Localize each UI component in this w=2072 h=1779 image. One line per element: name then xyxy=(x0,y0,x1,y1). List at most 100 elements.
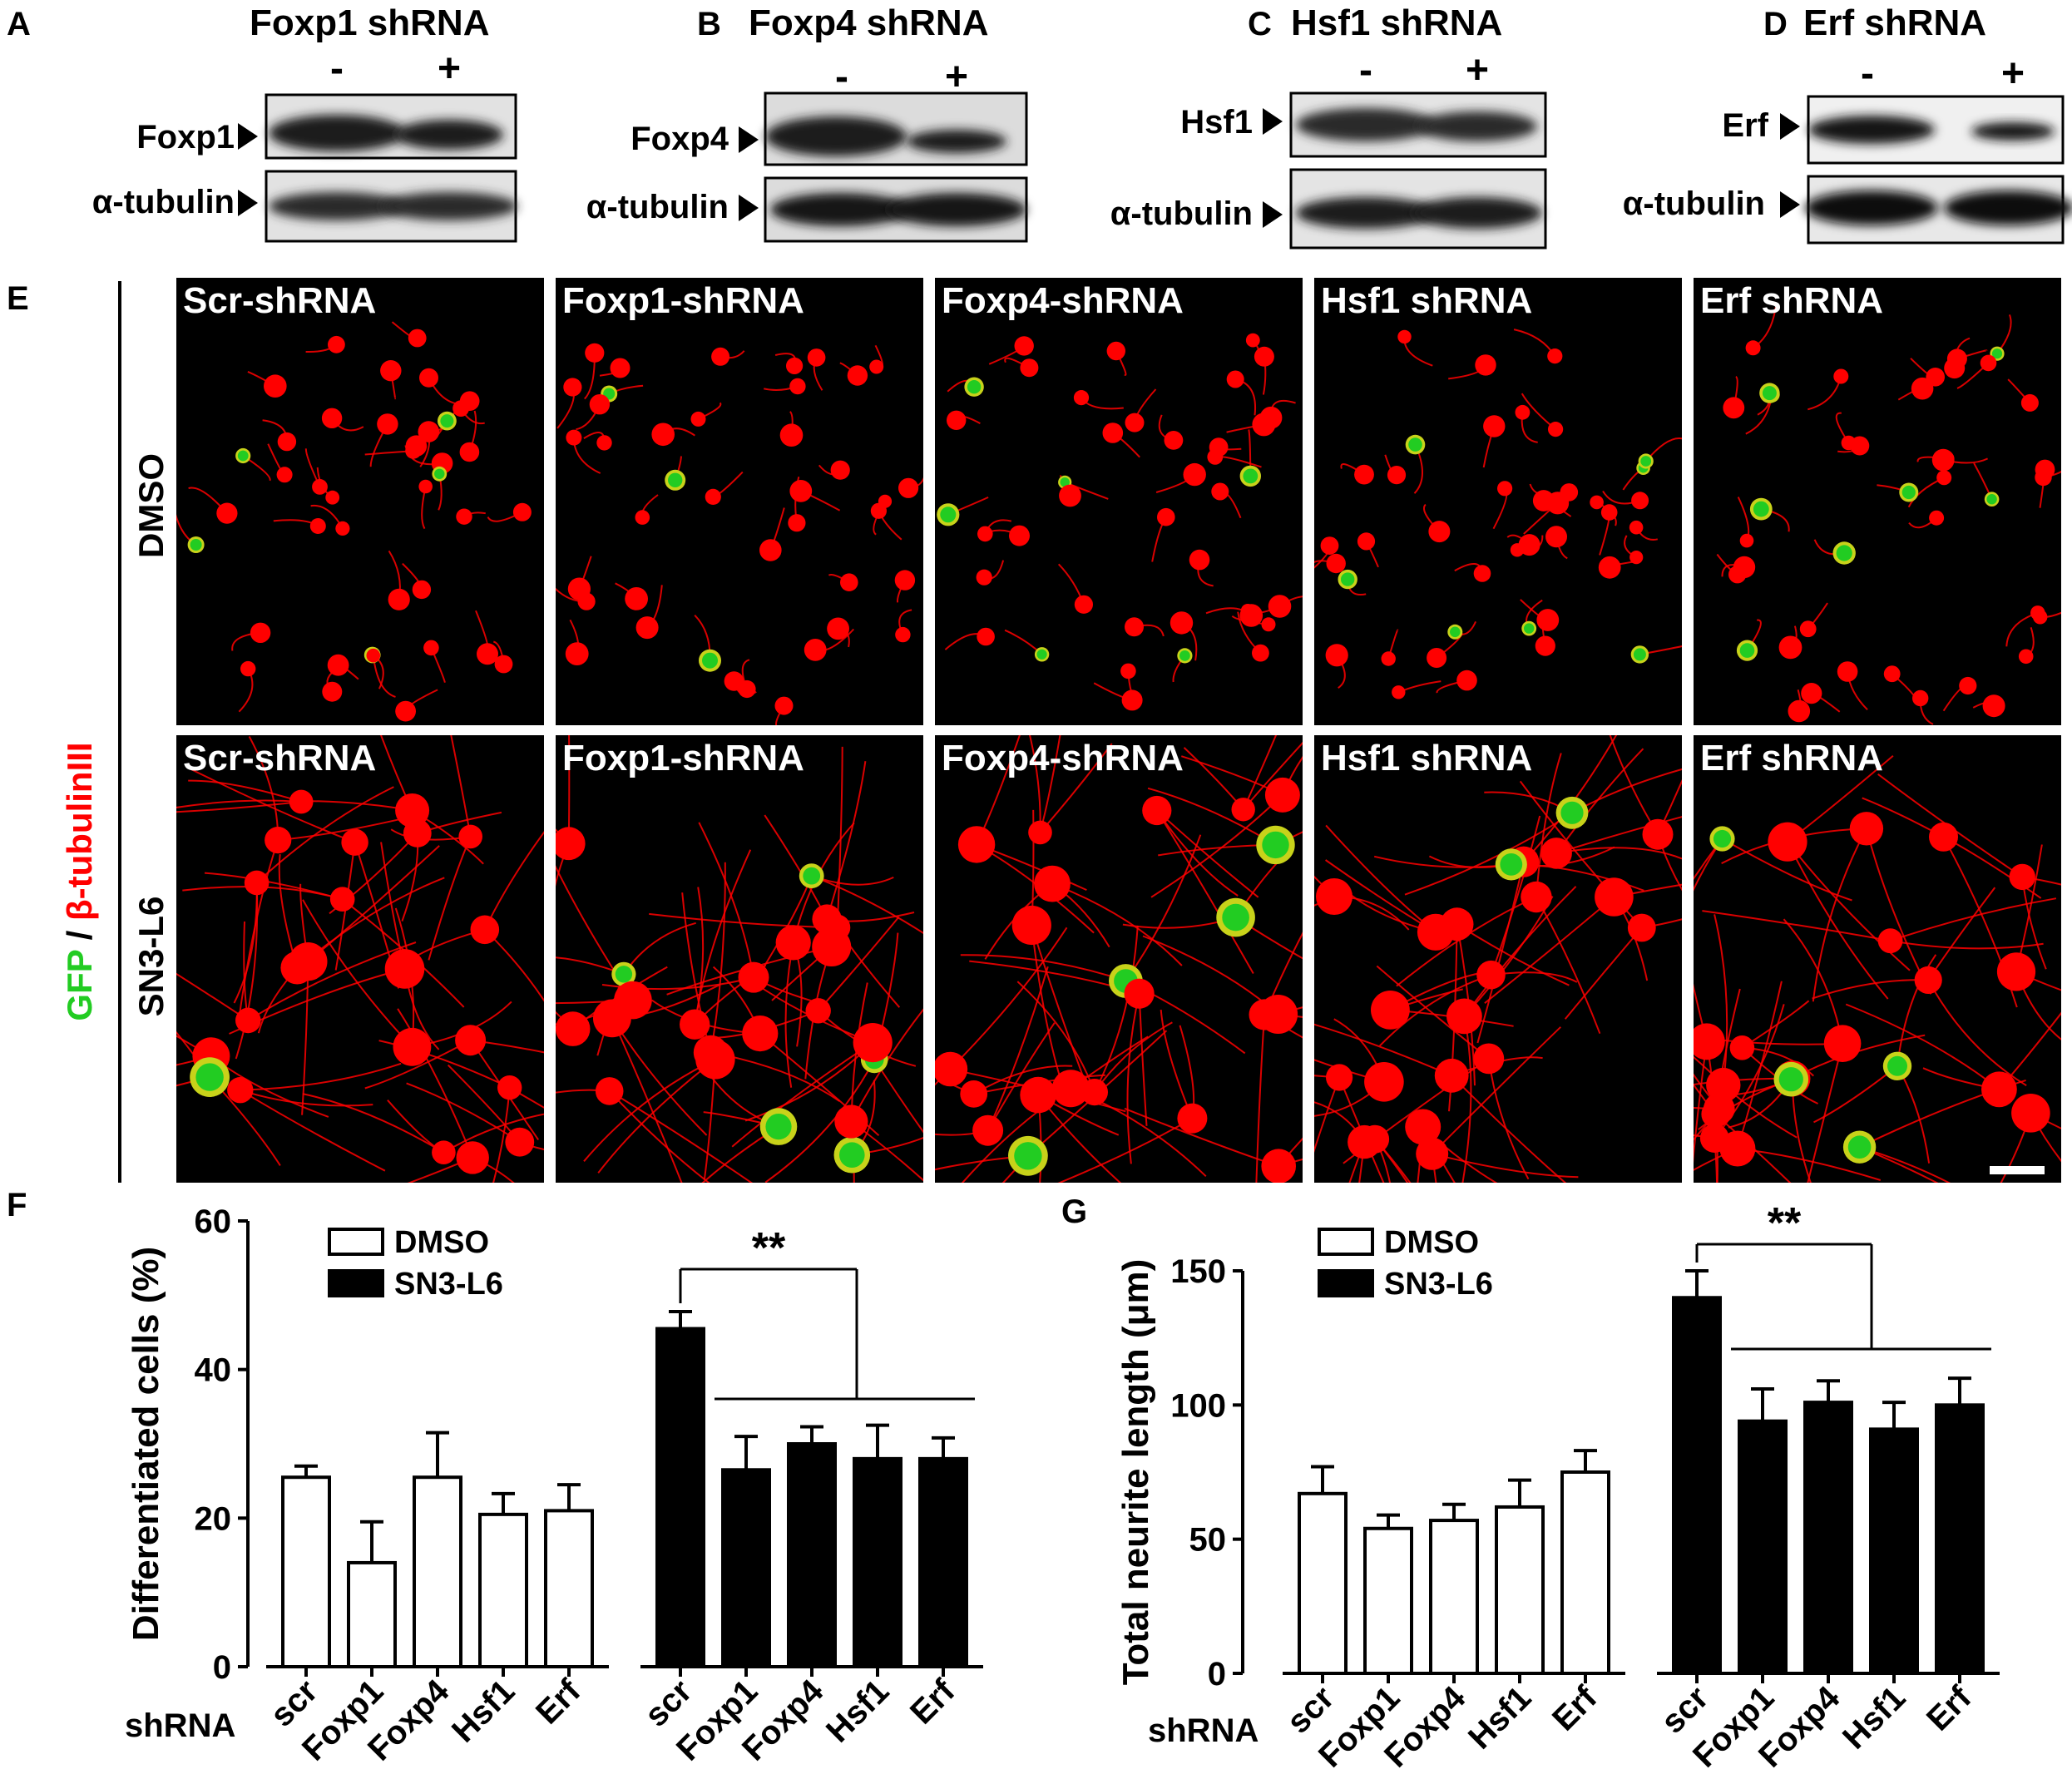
target-protein-label: Erf xyxy=(1722,107,1768,144)
y-tick-label: 150 xyxy=(1170,1253,1226,1290)
cell-soma xyxy=(276,467,293,483)
cell-soma xyxy=(1211,482,1229,501)
y-tick-label: 40 xyxy=(195,1352,232,1389)
cell-soma xyxy=(1694,1023,1725,1060)
neurite xyxy=(1235,917,1303,960)
micrograph-panel: Erf shRNA xyxy=(1694,735,2061,1183)
cell-soma xyxy=(805,998,831,1024)
cell-soma xyxy=(250,622,271,643)
western-blot-foxp1: A Foxp1 shRNA - + Foxp1 α-tubulin xyxy=(7,2,517,243)
cell-soma xyxy=(1877,928,1903,954)
cell-soma xyxy=(1946,348,1967,369)
neurite xyxy=(609,1090,754,1183)
cell-soma xyxy=(1833,368,1849,384)
cell-soma xyxy=(711,347,730,366)
cell-soma xyxy=(1254,346,1274,367)
cell-soma xyxy=(788,514,806,532)
neurite xyxy=(1694,1073,1720,1109)
cell-soma xyxy=(497,1075,522,1100)
cell-soma xyxy=(1914,966,1942,994)
bar xyxy=(787,1442,837,1668)
neurite xyxy=(1160,1010,1194,1119)
neurite xyxy=(1451,1075,1567,1183)
neurite xyxy=(759,1032,880,1137)
cell-soma xyxy=(335,521,350,536)
cell-soma xyxy=(244,870,270,896)
stain-label-tubulin: β-tubulinIII xyxy=(60,742,99,921)
bar xyxy=(1363,1526,1413,1676)
cell-soma xyxy=(960,1080,988,1108)
band-tubulin-lane-plus xyxy=(887,193,1026,226)
cell-soma xyxy=(1259,995,1298,1034)
cell-soma xyxy=(1125,413,1145,432)
y-tick-label: 60 xyxy=(195,1203,232,1240)
cell-soma xyxy=(947,410,967,430)
micrograph-panel: Foxp4-shRNA xyxy=(935,735,1303,1183)
legend-label: DMSO xyxy=(394,1225,489,1260)
micrograph-column-label: Erf shRNA xyxy=(1700,280,1883,321)
cell-soma xyxy=(418,479,433,494)
gfp-signal xyxy=(940,507,957,523)
band-tubulin-lane-plus xyxy=(1412,197,1542,229)
legend-swatch xyxy=(328,1269,384,1297)
neurite xyxy=(1126,993,1140,1164)
cell-soma xyxy=(804,639,827,661)
gfp-signal xyxy=(668,472,683,487)
cell-soma xyxy=(742,1016,779,1052)
cell-soma xyxy=(1547,348,1563,364)
target-protein-label: Foxp4 xyxy=(631,121,729,157)
neurite xyxy=(1255,1014,1266,1183)
cell-soma xyxy=(1183,462,1206,487)
neurite xyxy=(784,942,794,1088)
cell-soma xyxy=(1189,549,1210,571)
cell-soma xyxy=(1497,481,1513,497)
cell-soma xyxy=(1261,617,1276,632)
neurite xyxy=(556,828,570,844)
cell-layer xyxy=(1314,329,1682,699)
cell-soma xyxy=(1320,536,1339,555)
cell-soma xyxy=(977,526,993,542)
cell-layer xyxy=(176,321,532,722)
cell-soma xyxy=(565,642,589,665)
band-target-lane-plus xyxy=(907,130,1006,153)
neurite xyxy=(483,831,544,931)
cell-soma xyxy=(1326,553,1346,574)
cell-soma xyxy=(1627,913,1656,942)
micrograph-column-label: Foxp4-shRNA xyxy=(942,280,1184,321)
western-blot-erf: D Erf shRNA - + Erf α-tubulin xyxy=(1623,2,2072,245)
cell-soma xyxy=(812,904,842,934)
neurite xyxy=(611,1017,683,1183)
cell-soma xyxy=(786,357,804,374)
gfp-signal xyxy=(195,1063,224,1091)
neurite xyxy=(1374,1139,1409,1183)
gfp-signal xyxy=(1560,801,1584,824)
cell-layer xyxy=(176,735,544,1183)
neurite xyxy=(1927,979,2027,1087)
bar xyxy=(1935,1403,1985,1676)
micrograph-column-label: Hsf1 shRNA xyxy=(1321,738,1532,778)
cell-soma xyxy=(690,411,706,427)
x-tick-label: Hsf1 xyxy=(445,1673,522,1749)
gfp-signal xyxy=(440,414,454,428)
cell-soma xyxy=(693,1035,729,1070)
cell-soma xyxy=(1536,609,1560,631)
neurite xyxy=(1713,914,1728,1085)
x-tick-label: Erf xyxy=(1920,1679,1979,1738)
neurite xyxy=(1373,855,1511,868)
cell-soma xyxy=(405,435,428,457)
cell-soma xyxy=(459,442,480,462)
neurite xyxy=(1694,1083,1716,1115)
micrograph-panel: Scr-shRNA xyxy=(176,278,544,725)
gfp-signal xyxy=(1739,643,1755,658)
target-protein-label: Hsf1 xyxy=(1180,104,1253,141)
cell-soma xyxy=(566,429,582,446)
cell-soma xyxy=(1252,644,1269,662)
x-tick-label: Hsf1 xyxy=(1461,1679,1538,1756)
neurite xyxy=(1890,897,2057,942)
y-tick-label: 50 xyxy=(1189,1522,1227,1559)
cell-soma xyxy=(1387,466,1407,485)
bar xyxy=(1429,1519,1479,1675)
cell-soma xyxy=(1034,865,1071,902)
